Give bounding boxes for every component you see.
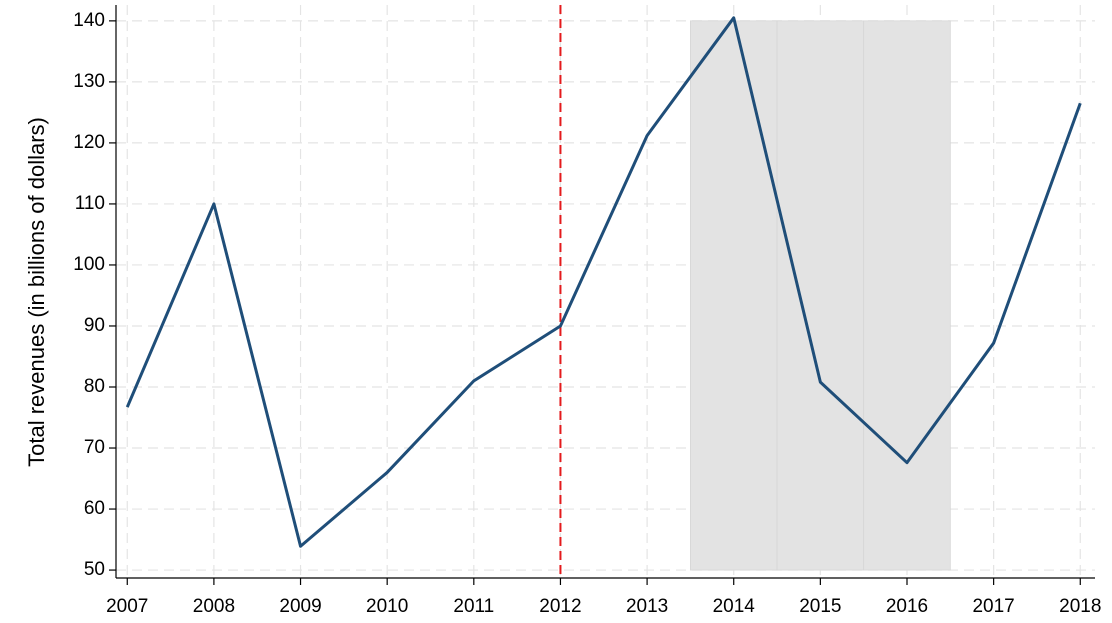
x-tick-label: 2008 [193,596,235,617]
y-tick-label: 70 [84,437,105,458]
y-tick-label: 50 [84,559,105,580]
y-tick-label: 130 [73,71,105,92]
shaded-band [690,20,778,571]
x-tick-label: 2007 [106,596,148,617]
y-tick-label: 100 [73,254,105,275]
shaded-band [776,20,865,571]
data-line [125,16,1082,548]
y-tick-label: 90 [84,315,105,336]
x-tick-label: 2009 [279,596,321,617]
x-tick-label: 2011 [453,596,494,617]
x-tick-label: 2012 [539,596,581,617]
y-tick-label: 80 [84,376,105,397]
x-tick-label: 2014 [713,596,756,617]
y-tick-label: 60 [84,498,105,519]
shaded-band [863,20,951,571]
x-tick-label: 2015 [799,596,841,617]
x-tick-label: 2013 [626,596,668,617]
x-tick-label: 2018 [1059,596,1101,617]
y-axis-title: Total revenues (in billions of dollars) [24,117,49,467]
x-tick-label: 2017 [972,596,1014,617]
y-tick-label: 120 [73,132,105,153]
y-tick-label: 110 [75,193,105,214]
y-tick-label: 140 [73,10,105,31]
x-tick-label: 2010 [366,596,408,617]
x-tick-label: 2016 [886,596,928,617]
